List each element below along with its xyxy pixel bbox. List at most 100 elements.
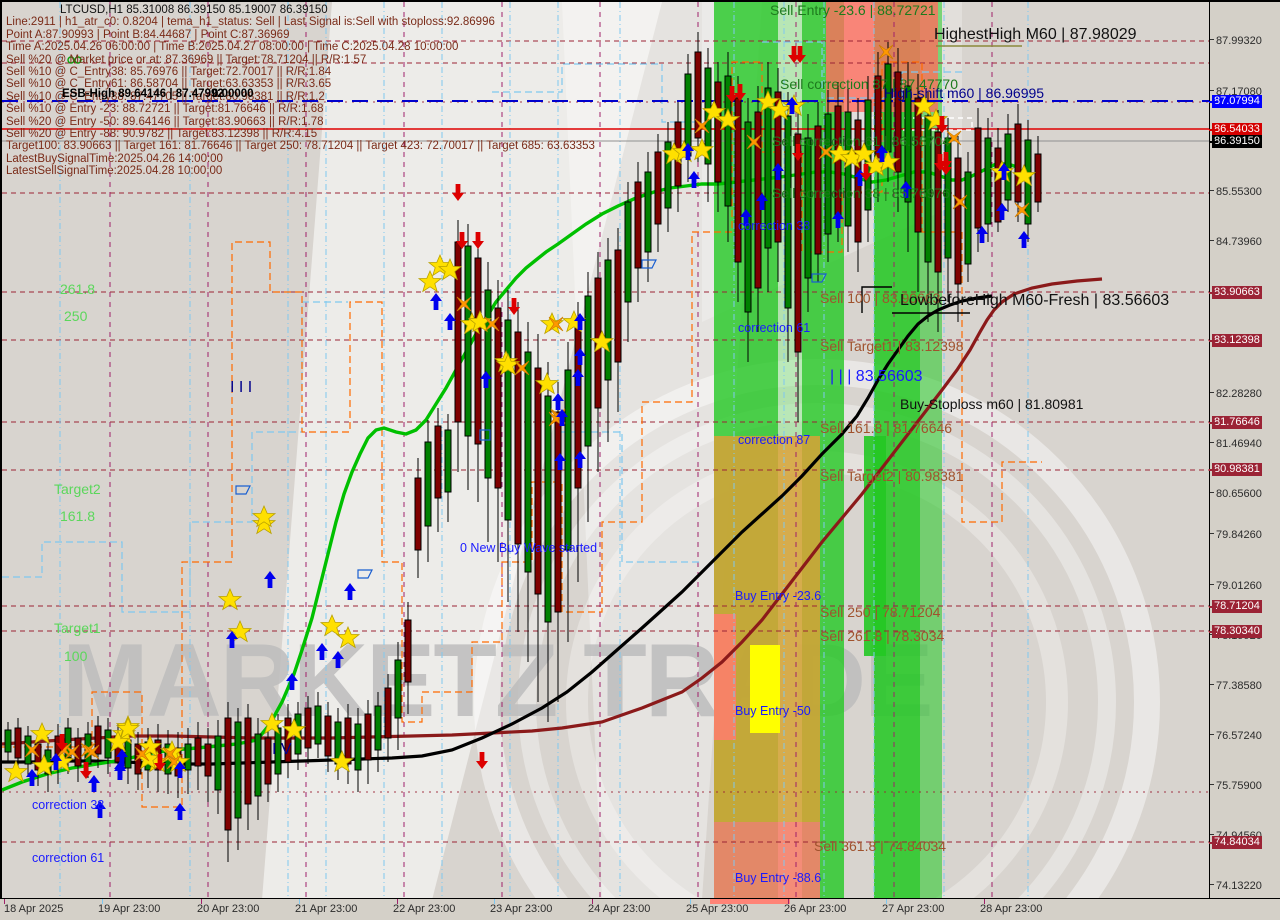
price-level-label[interactable]: 78.71204 xyxy=(1212,600,1262,613)
price-tick: 82.28280 xyxy=(1210,388,1262,400)
price-level-label[interactable]: 78.30340 xyxy=(1212,625,1262,638)
price-level-marker xyxy=(1209,292,1217,294)
highest-high: HighestHigh M60 | 87.98029 xyxy=(934,26,1137,43)
price-tick: 77.38580 xyxy=(1210,680,1262,692)
header-line-8: Sell %20 @ Entry -50: 89.64146 || Target… xyxy=(6,115,324,128)
price-cursor: | | | 83.56603 xyxy=(830,368,923,385)
header-line-2: Time A:2025.04.26 06:00:00 | Time B:2025… xyxy=(6,41,459,54)
price-level-marker xyxy=(1209,422,1217,424)
time-tick-mark xyxy=(397,899,398,904)
price-level-label[interactable]: 86.54033 xyxy=(1212,123,1262,136)
price-tick: 79.84260 xyxy=(1210,529,1262,541)
fib-target1: Target1 xyxy=(54,620,101,636)
zone-green-tall xyxy=(864,436,886,656)
sell-2618: Sell 261.8 | 78.3034 xyxy=(820,628,945,644)
time-tick-mark xyxy=(788,899,789,904)
time-tick-label: 26 Apr 23:00 xyxy=(784,903,847,915)
time-tick-label: 27 Apr 23:00 xyxy=(882,903,945,915)
price-tick: 87.99320 xyxy=(1210,36,1262,47)
time-tick-label: 25 Apr 23:00 xyxy=(686,903,749,915)
price-tick-label: 85.55300 xyxy=(1216,186,1262,198)
price-level-marker xyxy=(1209,101,1217,103)
price-scale[interactable]: 87.99320 87.17080 85.55300 84.73960 82.28280… xyxy=(1209,0,1280,898)
price-tick-label: 82.28280 xyxy=(1216,388,1262,400)
zone-red-lower xyxy=(714,822,820,898)
sell-3618: Sell 361.8 | 74.84034 xyxy=(814,838,947,854)
buy-entry-886: Buy Entry -88.6 xyxy=(735,871,822,885)
correction-38-bl: correction 38 xyxy=(32,798,105,812)
price-tick-label: 80.65600 xyxy=(1216,488,1262,500)
correction-61-bl: correction 61 xyxy=(32,851,105,865)
price-tick-label: 81.46940 xyxy=(1216,438,1262,450)
price-tick: 74.13220 xyxy=(1210,881,1262,892)
esb-low-label: 0.00000 xyxy=(212,88,254,100)
price-level-label[interactable]: 83.12398 xyxy=(1212,334,1262,347)
time-tick-label: 21 Apr 23:00 xyxy=(295,903,358,915)
correction-38-top: Sell correction 38 | 85.76976 xyxy=(772,185,950,201)
time-tick-mark xyxy=(690,899,691,904)
header-line-0: Line:2911 | h1_atr_c0: 0.8204 | tema_h1_… xyxy=(6,16,495,29)
header-line-3: Sell %20 @ Market price or at: 87.36969 … xyxy=(6,53,367,66)
price-tick-label: 79.01260 xyxy=(1216,580,1262,592)
price-tick: 76.57240 xyxy=(1210,730,1262,742)
flag-markers xyxy=(235,259,827,579)
wave-iv: I V xyxy=(272,741,292,758)
time-tick-mark xyxy=(4,899,5,904)
header-line-12: LatestSellSignalTime:2025.04.28 10:00:00 xyxy=(6,165,223,178)
time-scale[interactable]: 18 Apr 2025 19 Apr 23:00 20 Apr 23:00 21 Ap… xyxy=(0,898,1280,920)
time-tick-label: 20 Apr 23:00 xyxy=(197,903,260,915)
time-tick-mark xyxy=(592,899,593,904)
price-tick-label: 79.84260 xyxy=(1216,529,1262,541)
time-tick-label: 23 Apr 23:00 xyxy=(490,903,553,915)
time-tick-label: 18 Apr 2025 xyxy=(4,903,64,915)
price-level-label[interactable]: 83.90663 xyxy=(1212,286,1262,299)
price-level-marker xyxy=(1209,842,1217,844)
time-highlight-band xyxy=(710,899,790,904)
chart-plot-area[interactable]: MARKETZ TRADE xyxy=(0,0,1209,898)
signal-markers-layer xyxy=(4,44,1036,820)
correction-87-top: Sell correction 87 | 87.47770 xyxy=(780,76,958,92)
price-tick: 85.55300 xyxy=(1210,186,1262,198)
fib-250: 250 xyxy=(64,308,88,324)
correction-61: correction 61 xyxy=(738,321,811,335)
header-line-11: LatestBuySignalTime:2025.04.26 14:00:00 xyxy=(6,152,223,165)
price-level-marker xyxy=(1209,141,1217,143)
price-level-label[interactable]: 87.07994 xyxy=(1212,95,1262,108)
price-level-label[interactable]: 80.98381 xyxy=(1212,463,1262,476)
time-tick-mark xyxy=(494,899,495,904)
price-tick-label: 76.57240 xyxy=(1216,730,1262,742)
fib-2618: 261.8 xyxy=(60,281,96,297)
price-tick: 79.01260 xyxy=(1210,580,1262,592)
price-tick: 81.46940 xyxy=(1210,438,1262,450)
price-tick-label: 77.38580 xyxy=(1216,680,1262,692)
price-level-label[interactable]: 81.76646 xyxy=(1212,416,1262,429)
sell-250: Sell 250 | 78.71204 xyxy=(820,604,941,620)
sell-1618: Sell 161.8 | 81.76646 xyxy=(820,420,953,436)
sell-100: Sell 100 | 83.90663 xyxy=(820,290,941,306)
header-line-5: Sell %10 @ C_Entry61: 86.58704 || Target… xyxy=(6,78,332,91)
price-tick-label: 75.75900 xyxy=(1216,780,1262,792)
price-tick: 80.65600 xyxy=(1210,488,1262,500)
sell-target2: Sell Target2 | 80.98381 xyxy=(820,468,964,484)
pivot-circles xyxy=(67,56,82,64)
price-level-label[interactable]: 86.39150 xyxy=(1212,135,1262,148)
time-tick-label: 28 Apr 23:00 xyxy=(980,903,1043,915)
price-tick-label: 84.73960 xyxy=(1216,236,1262,248)
time-tick-mark xyxy=(984,899,985,904)
zone-yellow-block xyxy=(750,645,780,733)
buy-entry-236: Buy Entry -23.6 xyxy=(735,589,822,603)
header-line-9: Sell %20 @ Entry -88: 90.9782 || Target:… xyxy=(6,128,318,141)
time-tick-mark xyxy=(299,899,300,904)
chart-header-info: LTCUSD,H1 85.31008 86.39150 85.19007 86.… xyxy=(6,4,595,178)
correction-87: correction 87 xyxy=(738,433,811,447)
zone-red-sliver xyxy=(714,614,736,740)
wave-iii: I I I xyxy=(230,379,253,396)
buy-stoploss-m60: Buy-Stoploss m60 | 81.80981 xyxy=(900,396,1084,412)
price-tick: 75.75900 xyxy=(1210,780,1262,792)
price-tick: 87.17080 xyxy=(1210,86,1262,98)
price-tick-label: 87.17080 xyxy=(1216,86,1262,98)
header-line-10: Target100: 83.90663 || Target 161: 81.76… xyxy=(6,140,595,153)
high-shift-m60: High-shift m60 | 86.96995 xyxy=(884,85,1045,101)
price-level-label[interactable]: 74.84034 xyxy=(1212,836,1262,849)
